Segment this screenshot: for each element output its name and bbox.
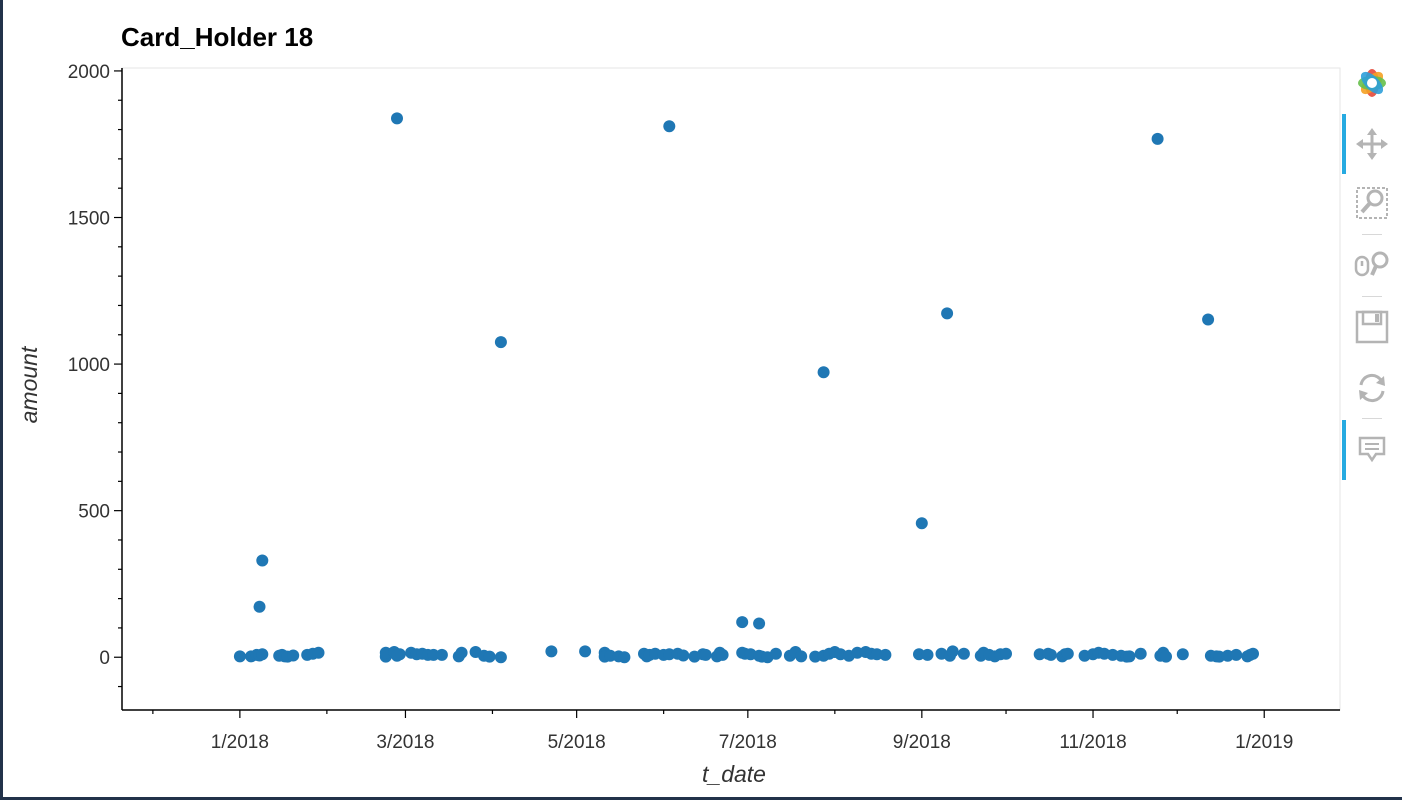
scatter-point: [579, 645, 592, 658]
reset-icon: [1359, 373, 1385, 403]
y-tick-label: 1000: [68, 355, 110, 376]
hover-tool-button[interactable]: [1342, 420, 1402, 480]
scatter-point: [817, 366, 830, 379]
y-axis-title: amount: [16, 345, 42, 423]
x-tick-label: 5/2018: [548, 732, 606, 753]
window-bottom-border: [0, 797, 1402, 800]
x-tick-label: 1/2019: [1235, 732, 1293, 753]
scatter-point: [1134, 647, 1147, 660]
scatter-point: [435, 648, 448, 661]
plot-frame: [121, 67, 1341, 711]
x-tick-label: 1/2018: [211, 732, 269, 753]
x-tick-label: 3/2018: [376, 732, 434, 753]
scatter-point: [957, 647, 970, 660]
scatter-point: [233, 650, 246, 663]
wheel-zoom-tool-button[interactable]: [1342, 240, 1402, 290]
x-axis-title: t_date: [702, 761, 766, 787]
scatter-point: [870, 648, 883, 661]
scatter-point: [618, 651, 631, 664]
scatter-point: [921, 648, 934, 661]
scatter-point: [913, 648, 925, 661]
scatter-point: [1000, 647, 1012, 660]
scatter-point: [312, 646, 325, 659]
x-axis: 1/2018 3/2018 5/2018 7/2018 9/2018 11/2018 1/2…: [122, 709, 1340, 753]
scatter-point: [1230, 648, 1243, 661]
scatter-point: [1176, 648, 1189, 661]
scatter-point: [941, 307, 954, 320]
scatter-point: [753, 617, 766, 630]
reset-tool-button[interactable]: [1342, 363, 1402, 413]
scatter-point: [663, 120, 676, 133]
chart-title: Card_Holder 18: [121, 22, 314, 52]
scatter-point: [1160, 650, 1172, 663]
save-tool-button[interactable]: [1342, 302, 1402, 352]
scatter-point: [699, 648, 712, 661]
scatter-points: [233, 112, 1259, 664]
scatter-point: [1123, 650, 1136, 663]
scatter-point: [879, 648, 892, 661]
pan-icon: [1356, 128, 1388, 160]
scatter-point: [256, 648, 269, 661]
scatter-point: [736, 616, 749, 629]
scatter-point: [494, 651, 507, 664]
scatter-point: [1202, 313, 1215, 326]
x-tick-label: 11/2018: [1059, 732, 1126, 753]
bokeh-logo-icon: [1358, 69, 1386, 97]
window-left-border: [0, 0, 3, 800]
scatter-point: [677, 649, 690, 662]
scatter-point: [1044, 648, 1057, 661]
scatter-point: [1061, 647, 1074, 660]
wheel-zoom-icon: [1354, 251, 1389, 277]
box-zoom-icon: [1356, 187, 1388, 219]
toolbar-divider: [1362, 234, 1382, 235]
toolbar-divider: [1362, 296, 1382, 297]
y-tick-label: 1500: [68, 209, 110, 230]
x-tick-label: 9/2018: [893, 732, 951, 753]
y-tick-label: 0: [99, 648, 110, 669]
scatter-point: [287, 649, 300, 662]
chart-toolbar: [1342, 58, 1402, 480]
y-tick-label: 500: [78, 502, 110, 523]
save-icon: [1355, 310, 1389, 344]
scatter-point: [769, 647, 782, 660]
x-tick-label: 7/2018: [719, 732, 777, 753]
scatter-point: [494, 336, 507, 349]
scatter-point: [391, 649, 403, 662]
scatter-point: [716, 648, 729, 661]
y-tick-label: 2000: [68, 62, 110, 83]
scatter-point: [455, 646, 468, 659]
box-zoom-tool-button[interactable]: [1342, 178, 1402, 228]
scatter-point: [391, 112, 403, 125]
bokeh-logo-button[interactable]: [1342, 58, 1402, 108]
scatter-point: [915, 517, 928, 530]
hover-icon: [1358, 436, 1386, 463]
scatter-point: [946, 645, 959, 658]
scatter-point: [1151, 132, 1164, 145]
scatter-point: [253, 600, 266, 613]
scatter-point: [1247, 647, 1259, 660]
toolbar-divider: [1362, 418, 1382, 419]
scatter-point: [483, 650, 496, 663]
pan-tool-button[interactable]: [1342, 114, 1402, 174]
scatter-point: [256, 554, 269, 567]
scatter-point: [545, 645, 558, 658]
scatter-point: [427, 648, 440, 661]
scatter-point: [795, 650, 808, 663]
y-axis: 0 500 1000 1500 2000: [68, 62, 123, 710]
